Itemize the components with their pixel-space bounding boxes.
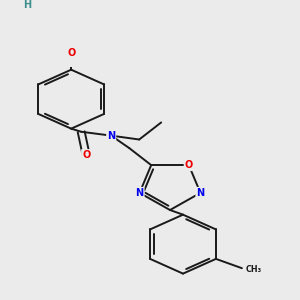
Text: O: O bbox=[185, 160, 193, 170]
Text: N: N bbox=[196, 188, 205, 198]
Text: O: O bbox=[82, 150, 90, 160]
Text: H: H bbox=[23, 0, 31, 10]
Text: N: N bbox=[136, 188, 144, 198]
Text: O: O bbox=[67, 48, 75, 58]
Text: CH₃: CH₃ bbox=[246, 265, 262, 274]
Text: N: N bbox=[107, 130, 115, 141]
